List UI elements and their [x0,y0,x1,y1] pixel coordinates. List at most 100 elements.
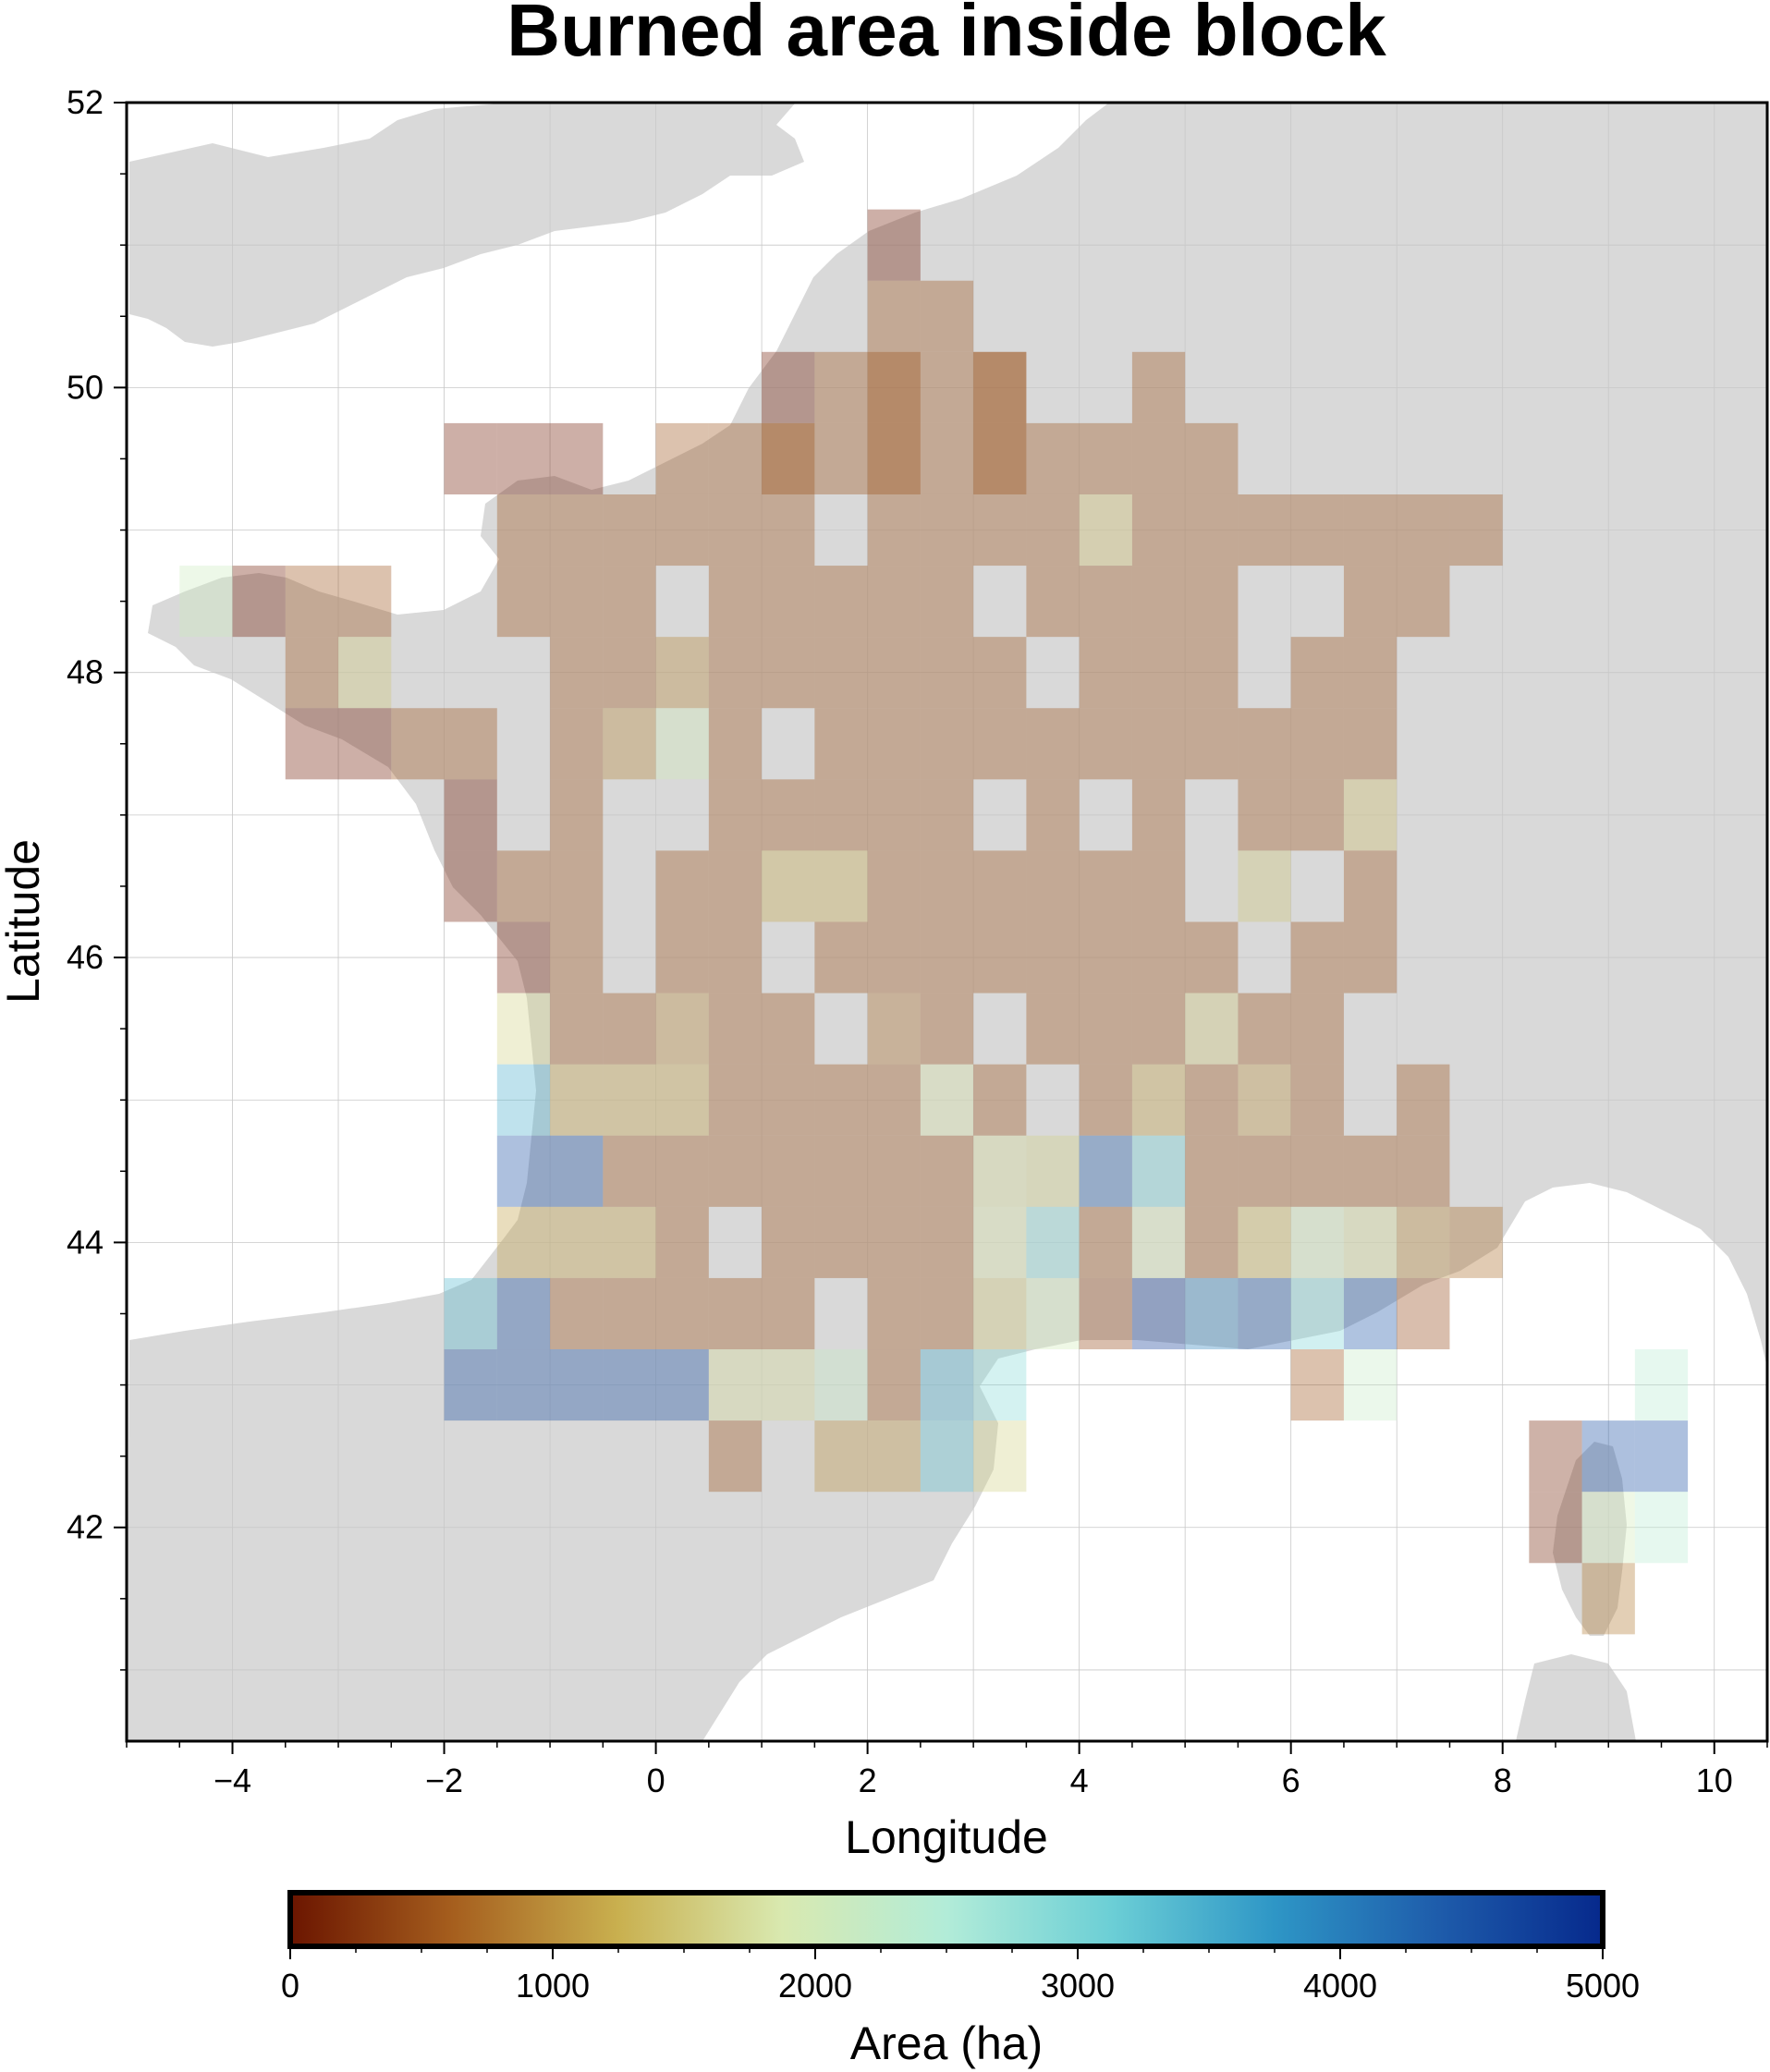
heatmap-cell [1185,1206,1239,1278]
heatmap-cell [1131,1135,1186,1207]
heatmap-cell [867,637,921,709]
x-tick-label: −4 [214,1761,251,1799]
heatmap-cell [496,1135,551,1207]
heatmap-cell [1079,637,1132,709]
heatmap-cell [708,921,763,993]
heatmap-cell [867,351,921,423]
heatmap-cell [1131,1064,1186,1136]
heatmap-cell [550,1064,604,1136]
heatmap-cell [762,993,815,1065]
heatmap-cell [1185,422,1239,494]
heatmap-cell [338,637,392,709]
y-tick-label: 44 [67,1223,104,1261]
heatmap-cell [973,1135,1027,1207]
heatmap-cell [550,1349,604,1421]
heatmap-cell [1079,1277,1132,1350]
heatmap-cell [762,1135,815,1207]
heatmap-cell [1131,637,1186,709]
y-axis: 42 44 46 48 50 52 [67,83,127,1671]
heatmap-cell [1529,1492,1582,1564]
heatmap-cell [1079,566,1132,638]
burned-area-cells [179,209,1689,1635]
heatmap-cell [550,1206,604,1278]
heatmap-cell [655,494,709,567]
heatmap-cell [973,494,1027,567]
heatmap-cell [1290,1206,1344,1278]
heatmap-cell [1079,850,1132,922]
heatmap-cell [814,1135,868,1207]
heatmap-cell [1026,1135,1080,1207]
colorbar-bar [287,1890,1605,1949]
heatmap-cell [1131,566,1186,638]
colorbar-tick-label: 1000 [516,1967,590,2005]
heatmap-cell [708,708,763,780]
heatmap-cell [1026,921,1080,993]
heatmap-cell [1343,921,1398,993]
heatmap-cell [496,1206,551,1278]
heatmap-cell [1290,1277,1344,1350]
heatmap-cell [444,850,497,922]
heatmap-cell [920,280,974,352]
heatmap-cell [496,566,551,638]
heatmap-cell [867,708,921,780]
colorbar-tick-label: 5000 [1566,1967,1640,2005]
heatmap-cell [1079,422,1132,494]
x-tick-label: 2 [859,1761,877,1799]
heatmap-cell [814,1064,868,1136]
heatmap-cell [708,422,763,494]
heatmap-cell [814,708,868,780]
heatmap-cell [603,566,656,638]
heatmap-cell [496,993,551,1065]
heatmap-cell [867,1135,921,1207]
heatmap-cell [496,1064,551,1136]
heatmap-cell [867,494,921,567]
heatmap-cell [1238,993,1291,1065]
heatmap-cell [973,1349,1027,1421]
heatmap-cell [1290,779,1344,851]
heatmap-cell [920,351,974,423]
heatmap-cell [814,566,868,638]
heatmap-cell [496,422,551,494]
heatmap-cell [814,1206,868,1278]
heatmap-cell [1079,921,1132,993]
heatmap-cell [1026,779,1080,851]
heatmap-cell [1131,422,1186,494]
heatmap-cell [1397,494,1450,567]
heatmap-cell [550,566,604,638]
heatmap-cell [1581,1563,1635,1635]
y-tick-label: 52 [67,83,104,121]
y-tick-label: 42 [67,1508,104,1546]
heatmap-cell [973,351,1027,423]
heatmap-cell [496,494,551,567]
heatmap-cell [1185,637,1239,709]
heatmap-cell [1449,1206,1503,1278]
heatmap-cell [867,1206,921,1278]
heatmap-cell [867,993,921,1065]
heatmap-cell [1026,494,1080,567]
heatmap-cell [973,1420,1027,1493]
heatmap-cell [1290,494,1344,567]
heatmap-cell [655,422,709,494]
heatmap-cell [814,921,868,993]
heatmap-cell [1343,779,1398,851]
heatmap-cell [285,566,339,638]
heatmap-cell [1238,494,1291,567]
heatmap-cell [708,1135,763,1207]
heatmap-cell [762,422,815,494]
heatmap-cell [1343,708,1398,780]
heatmap-cell [603,637,656,709]
y-tick-label: 50 [67,368,104,406]
heatmap-cell [920,1420,974,1493]
land-sardinia [1516,1654,1636,1741]
heatmap-cell [867,1420,921,1493]
heatmap-cell [550,850,604,922]
heatmap-cell [920,494,974,567]
heatmap-cell [1079,993,1132,1065]
colorbar-tick-label: 0 [281,1967,299,2005]
heatmap-cell [973,1206,1027,1278]
heatmap-cell [1026,708,1080,780]
heatmap-cell [550,1135,604,1207]
heatmap-cell [708,1277,763,1350]
heatmap-cell [496,921,551,993]
heatmap-cell [1581,1420,1635,1493]
